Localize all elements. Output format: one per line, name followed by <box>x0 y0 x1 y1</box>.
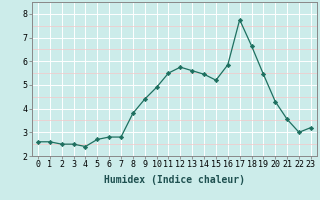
X-axis label: Humidex (Indice chaleur): Humidex (Indice chaleur) <box>104 175 245 185</box>
